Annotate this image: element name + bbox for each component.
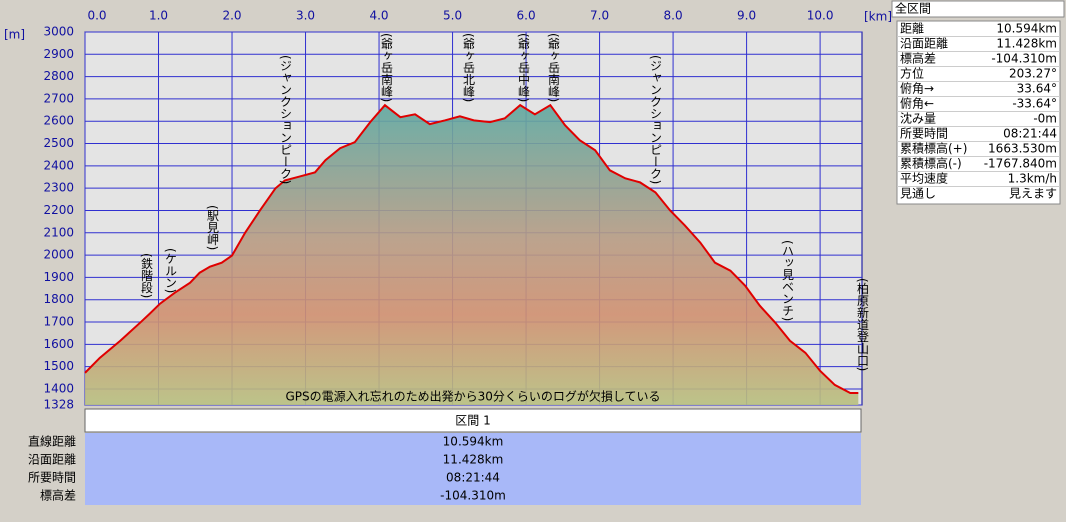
y-tick-label: 2600 bbox=[43, 114, 74, 128]
row-value: 08:21:44 bbox=[446, 471, 500, 485]
x-tick-label: 5.0 bbox=[443, 9, 462, 23]
y-tick-label: 2300 bbox=[43, 181, 74, 195]
waypoint-label: (爺ヶ岳南峰) bbox=[547, 33, 561, 102]
x-axis-label: [km] bbox=[864, 10, 892, 24]
waypoint-label: (柏原新道登山口) bbox=[856, 278, 870, 371]
y-tick-label: 2100 bbox=[43, 225, 74, 239]
panel-key: 俯角← bbox=[900, 96, 934, 111]
panel-value: 1.3km/h bbox=[1008, 172, 1057, 186]
section-header: 区間 1 bbox=[455, 414, 490, 428]
panel-key: 所要時間 bbox=[900, 127, 948, 141]
panel-value: 08:21:44 bbox=[1003, 127, 1057, 141]
panel-value: -1767.840m bbox=[984, 157, 1057, 171]
row-label: 直線距離 bbox=[28, 434, 76, 449]
panel-key: 俯角→ bbox=[900, 81, 934, 96]
note: GPSの電源入れ忘れのため出発から30分くらいのログが欠損している bbox=[285, 389, 660, 404]
panel-key: 平均速度 bbox=[900, 171, 948, 186]
panel-title: 全区間 bbox=[895, 1, 931, 16]
y-tick-label: 1900 bbox=[43, 270, 74, 284]
y-tick-label: 1800 bbox=[43, 292, 74, 306]
y-tick-label: 3000 bbox=[43, 25, 74, 39]
x-tick-label: 2.0 bbox=[222, 9, 241, 23]
x-tick-label: 3.0 bbox=[296, 9, 315, 23]
panel-value: 見えます bbox=[1009, 187, 1057, 201]
waypoint-label: (ジャンクションピーク) bbox=[279, 55, 293, 184]
panel-value: 1663.530m bbox=[988, 142, 1057, 156]
panel-value: 11.428km bbox=[996, 37, 1057, 51]
panel-value: 203.27° bbox=[1009, 67, 1057, 81]
panel-value: -104.310m bbox=[991, 52, 1057, 66]
waypoint-label: (爺ヶ岳北峰) bbox=[462, 33, 476, 102]
panel-key: 累積標高(+) bbox=[900, 141, 967, 156]
profile-line bbox=[84, 103, 859, 394]
area-fill bbox=[85, 105, 859, 406]
panel-key: 標高差 bbox=[900, 51, 936, 66]
y-tick-label: 1328 bbox=[43, 398, 74, 412]
y-tick-label: 1500 bbox=[43, 359, 74, 373]
y-tick-label: 2700 bbox=[43, 91, 74, 105]
y-tick-label: 2000 bbox=[43, 248, 74, 262]
y-tick-label: 2900 bbox=[43, 47, 74, 61]
x-tick-label: 6.0 bbox=[517, 9, 536, 23]
y-tick-label: 2800 bbox=[43, 69, 74, 83]
waypoint-label: (ハッ見ベンチ) bbox=[781, 240, 795, 321]
x-tick-label: 7.0 bbox=[590, 9, 609, 23]
y-tick-label: 2500 bbox=[43, 136, 74, 150]
panel-value: 10.594km bbox=[996, 22, 1057, 36]
panel-key: 沿面距離 bbox=[900, 37, 948, 51]
y-tick-label: 1700 bbox=[43, 315, 74, 329]
waypoint-label: (ジャンクションピーク) bbox=[649, 55, 663, 184]
panel-key: 沈み量 bbox=[900, 111, 936, 126]
x-tick-label: 8.0 bbox=[664, 9, 683, 23]
x-tick-label: 10.0 bbox=[807, 9, 834, 23]
x-tick-label: 4.0 bbox=[369, 9, 388, 23]
row-label: 沿面距離 bbox=[28, 453, 76, 467]
panel-value: 33.64° bbox=[1017, 82, 1057, 96]
section-header-box bbox=[84, 408, 862, 433]
y-tick-label: 2400 bbox=[43, 158, 74, 172]
y-tick-label: 1400 bbox=[43, 381, 74, 395]
row-label: 標高差 bbox=[40, 488, 76, 503]
x-tick-label: 1.0 bbox=[149, 9, 168, 23]
panel-key: 距離 bbox=[900, 22, 924, 36]
y-tick-label: 2200 bbox=[43, 203, 74, 217]
panel-key: 累積標高(-) bbox=[900, 156, 962, 171]
panel-key: 見通し bbox=[900, 187, 936, 201]
y-axis-label: [m] bbox=[4, 28, 25, 42]
panel-title-box bbox=[891, 0, 1065, 18]
x-tick-label: 0.0 bbox=[87, 9, 106, 23]
waypoint-label: (爺ヶ岳南峰) bbox=[380, 33, 394, 102]
waypoint-label: (駅見岬) bbox=[206, 205, 220, 250]
row-value: 11.428km bbox=[443, 453, 504, 467]
panel-value: -0m bbox=[1033, 112, 1057, 126]
x-tick-label: 9.0 bbox=[737, 9, 756, 23]
waypoint-label: (鉄階段) bbox=[140, 253, 154, 298]
waypoint-label: (爺ヶ岳中峰) bbox=[517, 33, 531, 102]
panel-key: 方位 bbox=[900, 66, 924, 81]
row-label: 所要時間 bbox=[28, 471, 76, 485]
row-value: 10.594km bbox=[443, 435, 504, 449]
row-value: -104.310m bbox=[440, 489, 506, 503]
y-tick-label: 1600 bbox=[43, 337, 74, 351]
waypoint-label: (ケルン) bbox=[164, 248, 178, 293]
panel-value: -33.64° bbox=[1012, 97, 1057, 111]
section-body bbox=[85, 433, 861, 505]
